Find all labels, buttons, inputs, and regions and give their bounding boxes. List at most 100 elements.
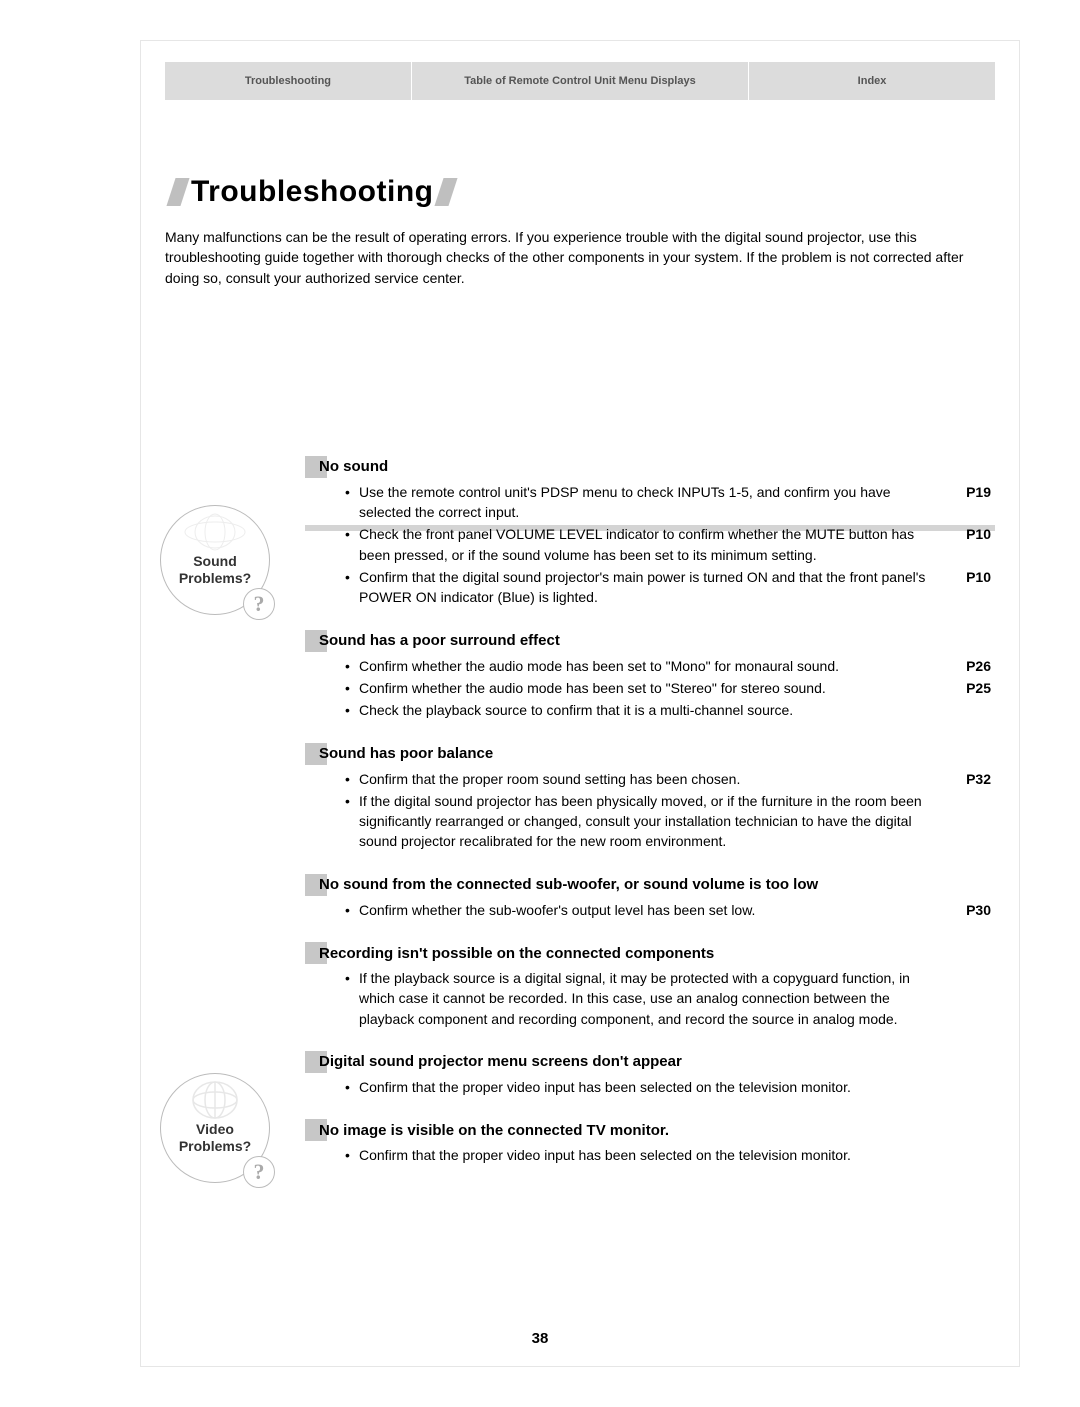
section-heading: Recording isn't possible on the connecte… bbox=[305, 942, 995, 964]
bullet-dot: • bbox=[345, 700, 359, 720]
section-heading: No image is visible on the connected TV … bbox=[305, 1119, 995, 1141]
category-sound: Sound Problems? ? bbox=[160, 505, 270, 615]
bullet-dot: • bbox=[345, 900, 359, 920]
category-circle-video: Video Problems? ? bbox=[160, 1073, 270, 1183]
bullet-item: •Check the playback source to confirm th… bbox=[345, 700, 991, 720]
bullet-item: •Confirm that the digital sound projecto… bbox=[345, 567, 991, 608]
nav-tab-menu-table[interactable]: Table of Remote Control Unit Menu Displa… bbox=[412, 62, 749, 100]
bullet-list: •Confirm that the proper video input has… bbox=[345, 1145, 995, 1165]
bullet-dot: • bbox=[345, 567, 359, 608]
category-sound-label-l2: Problems? bbox=[179, 570, 251, 586]
sound-wave-icon bbox=[180, 512, 250, 552]
nav-tab-troubleshooting[interactable]: Troubleshooting bbox=[165, 62, 412, 100]
bullet-dot: • bbox=[345, 1077, 359, 1097]
section-heading: Digital sound projector menu screens don… bbox=[305, 1051, 995, 1073]
troubleshoot-section: Sound has poor balance •Confirm that the … bbox=[305, 743, 995, 852]
bullet-list: •Use the remote control unit's PDSP menu… bbox=[345, 482, 995, 608]
bullet-dot: • bbox=[345, 524, 359, 565]
nav-bar: Troubleshooting Table of Remote Control … bbox=[165, 62, 995, 100]
question-icon: ? bbox=[243, 1156, 275, 1188]
page-ref bbox=[945, 968, 991, 1029]
bullet-list: •Confirm that the proper room sound sett… bbox=[345, 769, 995, 852]
page-ref bbox=[945, 700, 991, 720]
troubleshoot-section: Digital sound projector menu screens don… bbox=[305, 1051, 995, 1097]
intro-paragraph: Many malfunctions can be the result of o… bbox=[165, 227, 995, 288]
page-ref[interactable]: P32 bbox=[945, 769, 991, 789]
bullet-item: •Confirm that the proper room sound sett… bbox=[345, 769, 991, 789]
bullet-text: If the playback source is a digital sign… bbox=[359, 968, 945, 1029]
section-title: Recording isn't possible on the connecte… bbox=[319, 945, 714, 962]
troubleshoot-section: Recording isn't possible on the connecte… bbox=[305, 942, 995, 1029]
bullet-text: Confirm whether the sub-woofer's output … bbox=[359, 900, 945, 920]
bullet-list: •If the playback source is a digital sig… bbox=[345, 968, 995, 1029]
category-sound-label-l1: Sound bbox=[193, 553, 237, 569]
category-video-label-l1: Video bbox=[196, 1121, 234, 1137]
bullet-item: •Confirm whether the audio mode has been… bbox=[345, 678, 991, 698]
title-decor-right bbox=[435, 178, 458, 206]
bullet-item: •Confirm whether the audio mode has been… bbox=[345, 656, 991, 676]
troubleshoot-section: No sound from the connected sub-woofer, … bbox=[305, 874, 995, 920]
category-video-label: Video Problems? bbox=[179, 1121, 251, 1156]
section-title: Sound has a poor surround effect bbox=[319, 632, 560, 649]
page-title-row: Troubleshooting bbox=[165, 175, 995, 209]
bullet-text: Confirm that the proper video input has … bbox=[359, 1077, 945, 1097]
bullet-dot: • bbox=[345, 769, 359, 789]
page-title: Troubleshooting bbox=[191, 175, 433, 209]
bullet-item: •Confirm that the proper video input has… bbox=[345, 1145, 991, 1165]
page-number: 38 bbox=[0, 1330, 1080, 1347]
category-circle-sound: Sound Problems? ? bbox=[160, 505, 270, 615]
bullet-dot: • bbox=[345, 968, 359, 1029]
bullet-text: Check the front panel VOLUME LEVEL indic… bbox=[359, 524, 945, 565]
bullet-list: •Confirm whether the audio mode has been… bbox=[345, 656, 995, 721]
bullet-dot: • bbox=[345, 1145, 359, 1165]
bullet-text: Confirm whether the audio mode has been … bbox=[359, 656, 945, 676]
bullet-item: •If the digital sound projector has been… bbox=[345, 791, 991, 852]
question-icon: ? bbox=[243, 588, 275, 620]
section-title: Sound has poor balance bbox=[319, 745, 493, 762]
globe-icon bbox=[180, 1080, 250, 1120]
section-heading: No sound from the connected sub-woofer, … bbox=[305, 874, 995, 896]
page-ref[interactable]: P26 bbox=[945, 656, 991, 676]
bullet-dot: • bbox=[345, 678, 359, 698]
troubleshoot-section: Sound has a poor surround effect•Confirm… bbox=[305, 630, 995, 721]
section-heading: Sound has a poor surround effect bbox=[305, 630, 995, 652]
bullet-item: •Confirm whether the sub-woofer's output… bbox=[345, 900, 991, 920]
page-ref[interactable]: P30 bbox=[945, 900, 991, 920]
nav-tab-index[interactable]: Index bbox=[749, 62, 995, 100]
bullet-dot: • bbox=[345, 656, 359, 676]
page-ref[interactable]: P10 bbox=[945, 524, 991, 565]
page-ref bbox=[945, 1077, 991, 1097]
bullet-text: Use the remote control unit's PDSP menu … bbox=[359, 482, 945, 523]
bullet-text: Confirm that the proper video input has … bbox=[359, 1145, 945, 1165]
page-ref[interactable]: P19 bbox=[945, 482, 991, 523]
bullet-item: •Confirm that the proper video input has… bbox=[345, 1077, 991, 1097]
bullet-text: Check the playback source to confirm tha… bbox=[359, 700, 945, 720]
troubleshoot-section: No sound•Use the remote control unit's P… bbox=[305, 456, 995, 608]
section-title: No sound bbox=[319, 458, 388, 475]
bullet-dot: • bbox=[345, 482, 359, 523]
troubleshoot-section: No image is visible on the connected TV … bbox=[305, 1119, 995, 1165]
section-title: No sound from the connected sub-woofer, … bbox=[319, 876, 818, 893]
section-title: No image is visible on the connected TV … bbox=[319, 1122, 669, 1139]
bullet-list: •Confirm that the proper video input has… bbox=[345, 1077, 995, 1097]
category-sound-label: Sound Problems? bbox=[179, 553, 251, 588]
page-ref[interactable]: P10 bbox=[945, 567, 991, 608]
category-video-label-l2: Problems? bbox=[179, 1138, 251, 1154]
bullet-dot: • bbox=[345, 791, 359, 852]
bullet-text: Confirm that the proper room sound setti… bbox=[359, 769, 945, 789]
title-decor-left bbox=[166, 178, 189, 206]
bullet-item: •Check the front panel VOLUME LEVEL indi… bbox=[345, 524, 991, 565]
bullet-list: •Confirm whether the sub-woofer's output… bbox=[345, 900, 995, 920]
bullet-text: If the digital sound projector has been … bbox=[359, 791, 945, 852]
category-video: Video Problems? ? bbox=[160, 1073, 270, 1183]
section-title: Digital sound projector menu screens don… bbox=[319, 1053, 682, 1070]
page-ref bbox=[945, 791, 991, 852]
bullet-text: Confirm that the digital sound projector… bbox=[359, 567, 945, 608]
page-ref bbox=[945, 1145, 991, 1165]
bullet-item: •If the playback source is a digital sig… bbox=[345, 968, 991, 1029]
section-heading: No sound bbox=[305, 456, 995, 478]
section-heading: Sound has poor balance bbox=[305, 743, 995, 765]
content-area: Troubleshooting Many malfunctions can be… bbox=[165, 175, 995, 1188]
bullet-item: •Use the remote control unit's PDSP menu… bbox=[345, 482, 991, 523]
page-ref[interactable]: P25 bbox=[945, 678, 991, 698]
